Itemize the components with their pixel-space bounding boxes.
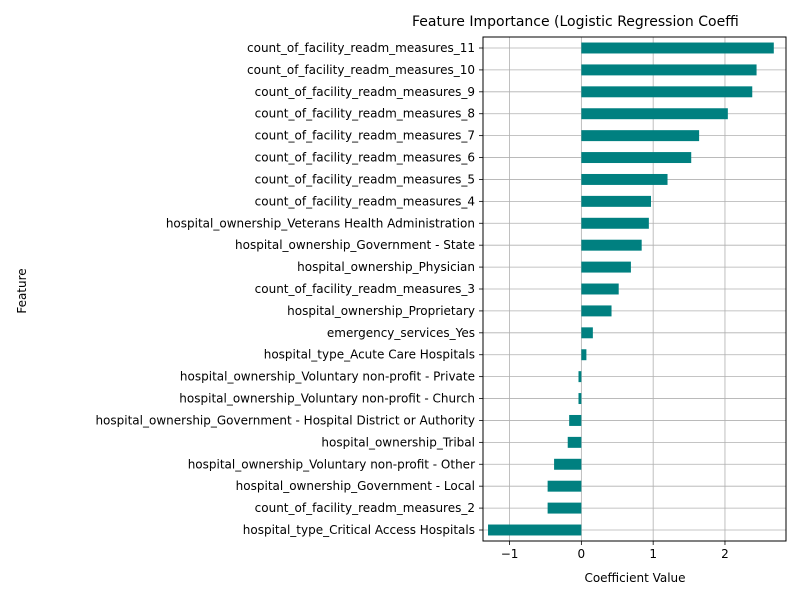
bar <box>581 86 753 98</box>
bar <box>581 349 587 361</box>
bar <box>581 42 774 54</box>
bar <box>581 173 668 185</box>
x-axis-label: Coefficient Value <box>584 571 685 585</box>
y-tick-label: count_of_facility_readm_measures_10 <box>247 63 475 77</box>
y-tick-label: hospital_ownership_Voluntary non-profit … <box>188 457 475 471</box>
bar <box>581 283 619 295</box>
y-tick-label: count_of_facility_readm_measures_2 <box>255 501 475 515</box>
bar <box>581 217 649 229</box>
chart-title: Feature Importance (Logistic Regression … <box>412 14 739 30</box>
bar <box>581 152 692 164</box>
y-tick-label: hospital_type_Critical Access Hospitals <box>243 523 475 537</box>
bar <box>581 130 700 142</box>
y-tick-label: hospital_ownership_Government - Hospital… <box>95 413 475 427</box>
y-tick-label: count_of_facility_readm_measures_6 <box>255 151 475 165</box>
x-tick-label: 0 <box>578 547 586 561</box>
y-tick-label: hospital_ownership_Government - Local <box>236 479 475 493</box>
y-tick-label: emergency_services_Yes <box>327 326 475 340</box>
bar <box>488 524 582 536</box>
bar <box>581 195 652 207</box>
y-tick-label: count_of_facility_readm_measures_11 <box>247 41 475 55</box>
y-tick-label: count_of_facility_readm_measures_4 <box>255 194 475 208</box>
y-tick-label: count_of_facility_readm_measures_9 <box>255 85 475 99</box>
bar <box>547 502 582 514</box>
bar <box>567 436 582 448</box>
y-tick-label: count_of_facility_readm_measures_3 <box>255 282 475 296</box>
x-tick-label: −1 <box>501 547 519 561</box>
y-axis-label: Feature <box>15 268 29 313</box>
x-tick-label: 2 <box>721 547 729 561</box>
bar <box>581 239 642 251</box>
bar <box>581 305 612 317</box>
y-tick-label: count_of_facility_readm_measures_7 <box>255 129 475 143</box>
y-tick-label: hospital_ownership_Veterans Health Admin… <box>166 216 475 230</box>
bars <box>488 42 774 536</box>
bar <box>554 458 582 470</box>
x-tick-label: 1 <box>649 547 657 561</box>
y-axis-ticks: count_of_facility_readm_measures_11count… <box>95 41 483 537</box>
y-tick-label: hospital_ownership_Proprietary <box>287 304 475 318</box>
y-tick-label: hospital_ownership_Government - State <box>235 238 475 252</box>
bar <box>581 108 728 120</box>
bar <box>547 480 582 492</box>
y-tick-label: hospital_ownership_Voluntary non-profit … <box>179 392 475 406</box>
bar <box>581 64 757 76</box>
x-axis-ticks: −1 0 1 2 <box>501 541 729 561</box>
y-tick-label: count_of_facility_readm_measures_5 <box>255 172 475 186</box>
y-tick-label: hospital_ownership_Tribal <box>321 435 475 449</box>
bar <box>578 371 582 383</box>
bar <box>569 414 582 426</box>
y-tick-label: count_of_facility_readm_measures_8 <box>255 107 475 121</box>
bar <box>578 393 582 405</box>
bar <box>581 261 631 273</box>
bar <box>581 327 593 339</box>
y-tick-label: hospital_ownership_Voluntary non-profit … <box>180 370 475 384</box>
y-tick-label: hospital_ownership_Physician <box>297 260 475 274</box>
y-tick-label: hospital_type_Acute Care Hospitals <box>264 348 475 362</box>
